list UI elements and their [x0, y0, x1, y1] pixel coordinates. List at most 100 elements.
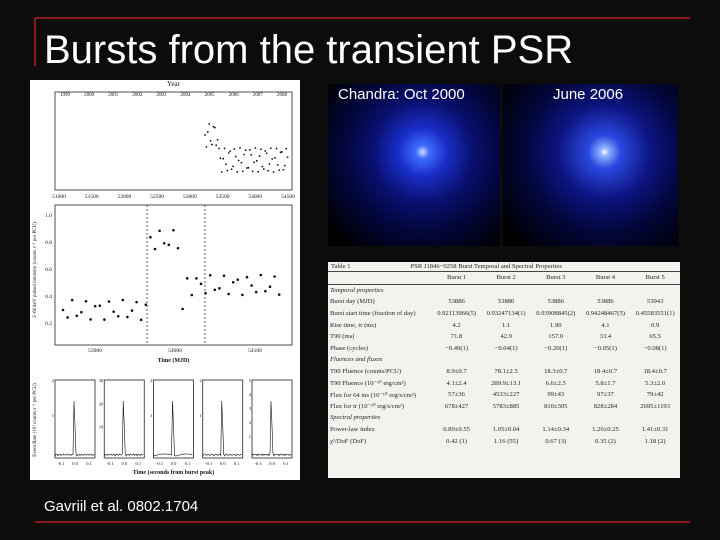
y-tick-label: 2	[150, 378, 152, 383]
table-cell: Power-law index	[330, 426, 375, 434]
table-cell	[328, 272, 432, 285]
decor-trace	[251, 400, 292, 457]
table-cell: 18.3±0.7	[544, 368, 568, 376]
decor-point	[93, 304, 97, 308]
axis-label: Time (MJD)	[158, 357, 190, 364]
decor-point	[172, 228, 175, 232]
table-cell: 65.5	[649, 333, 661, 341]
decor-point	[208, 273, 212, 277]
decor-point	[269, 147, 272, 150]
year-label: 2004	[181, 93, 192, 98]
table-cell: 810±305	[544, 402, 568, 410]
decor-point	[230, 168, 233, 171]
x-tick-label: 51000	[52, 194, 66, 200]
decor-point	[149, 235, 152, 239]
decor-point	[218, 147, 220, 150]
year-label: 2005	[205, 93, 216, 98]
axis-label: Event Rate (10³ counts s⁻¹ per PCU)	[32, 383, 38, 457]
panel-frame	[202, 379, 244, 459]
decor-point	[236, 170, 239, 173]
x-tick-label: -0.1	[57, 461, 64, 466]
table-cell: 53886	[448, 298, 465, 306]
table-cell: 97±37	[597, 391, 614, 399]
table-cell: Flux for tr (10⁻¹⁰ erg/s/cm²)	[330, 403, 405, 411]
table-cell: −0.49(1)	[445, 344, 469, 352]
table-cell: 1.18 (2)	[644, 437, 666, 445]
decor-point	[223, 147, 226, 150]
table-cell: 5.3±2.0	[645, 379, 666, 387]
table-cell: Burst 3	[546, 274, 566, 282]
decor-point	[233, 148, 236, 150]
decor-point	[255, 159, 258, 162]
decor-point	[205, 145, 208, 148]
table-row: Spectral properties	[328, 412, 680, 424]
table-cell: 99±43	[547, 391, 565, 399]
x-tick-label: 54000	[168, 348, 182, 354]
table-row: Burst 1 Burst 2 Burst 3 Burst 4 Burst 5	[328, 271, 680, 285]
chandra-image	[503, 84, 678, 246]
table-cell: 53886	[497, 298, 515, 306]
decor-point	[267, 169, 269, 172]
x-tick-label: 52000	[118, 194, 132, 200]
decor-trace	[153, 400, 193, 457]
table-cell: 0.93908845(2)	[536, 310, 576, 318]
table-cell	[630, 284, 680, 296]
decor-point	[282, 168, 285, 171]
x-tick-label: 0.0	[220, 461, 226, 466]
decor-point	[229, 150, 232, 153]
table-cell	[432, 284, 481, 296]
decor-point	[283, 164, 286, 167]
decor-point	[208, 122, 211, 125]
table-cell	[531, 412, 581, 424]
decor-point	[260, 148, 262, 151]
table-cell: Phase (cycles)	[330, 344, 368, 352]
decor-point	[265, 152, 268, 155]
table-row: T90 Fluence (counts/PCU) 8.9±0.7 78.1±2.5 1…	[328, 366, 680, 378]
y-tick-label: 3	[249, 406, 252, 411]
decor-point	[195, 277, 198, 280]
decor-point	[209, 140, 212, 142]
table-cell: 8.9±0.7	[446, 368, 467, 376]
panel-frame	[54, 204, 293, 346]
table-cell	[581, 412, 631, 424]
slide-title: Bursts from the transient PSR	[44, 28, 574, 72]
table-cell	[531, 354, 581, 366]
table-cell	[581, 354, 631, 366]
x-tick-label: 0.0	[171, 461, 177, 466]
x-tick-label: 0.1	[283, 461, 289, 466]
decor-point	[80, 310, 83, 314]
decor-point	[274, 156, 276, 159]
burst-table: Table 1 PSR J1846−0258 Burst Temporal an…	[328, 262, 680, 478]
decor-point	[241, 170, 244, 173]
table-cell: 1.26±0.25	[592, 426, 619, 434]
decor-point	[213, 288, 217, 292]
table-cell: Burst day (MJD)	[330, 298, 375, 306]
decor-point	[258, 155, 261, 158]
y-tick-label: 30	[99, 378, 104, 383]
table-cell	[630, 354, 680, 366]
x-tick-label: 54500	[281, 194, 295, 200]
table-cell: 1.41±0.31	[641, 426, 669, 434]
year-label: 2001	[108, 93, 119, 98]
decor-point	[285, 147, 288, 150]
decor-point	[279, 151, 282, 154]
table-cell	[581, 284, 631, 296]
table-cell: Flux for 64 ms (10⁻¹⁰ erg/s/cm²)	[330, 391, 416, 399]
table-row: Flux for 64 ms (10⁻¹⁰ erg/s/cm²) 57±36 453…	[328, 389, 680, 401]
table-cell: T90 Fluence (10⁻¹⁰ erg/cm²)	[330, 380, 406, 388]
table-cell: 828±284	[593, 402, 618, 410]
decor-point	[271, 158, 274, 160]
table: Burst 1 Burst 2 Burst 3 Burst 4 Burst 5 Tempo…	[328, 271, 680, 447]
table-row: T90 Fluence (10⁻¹⁰ erg/cm²) 4.1±2.4 289.9±…	[328, 377, 680, 389]
table-cell	[481, 284, 531, 296]
axis-label: Year	[167, 80, 181, 88]
table-cell: Burst 4	[595, 274, 616, 282]
x-tick-label: 54000	[248, 194, 262, 200]
table-cell: T90 (ms)	[330, 333, 355, 341]
year-label: 2003	[156, 93, 167, 98]
table-cell: 0.45583551(1)	[635, 310, 675, 318]
table-cell: 0.42 (1)	[446, 437, 468, 445]
decor-point	[130, 309, 134, 312]
table-cell: 0.35 (2)	[595, 437, 616, 445]
light-curve-figure: Year 1999 2000 2001 2002 2003 2004 2005 2006 2007…	[30, 80, 300, 480]
